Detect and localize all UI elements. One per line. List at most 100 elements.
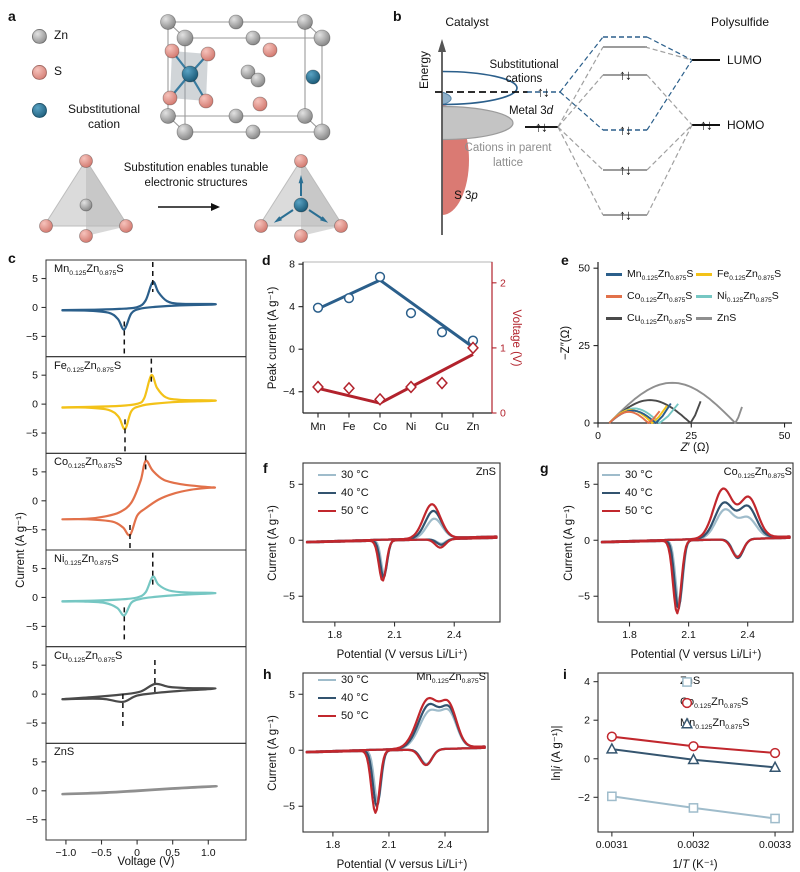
svg-text:0.5: 0.5 xyxy=(165,847,180,859)
svg-text:0: 0 xyxy=(584,535,590,547)
svg-text:−5: −5 xyxy=(283,801,295,813)
svg-text:8: 8 xyxy=(289,259,295,271)
peak-current-chart: 8 4 0 −4 0 1 2 Mn Fe Co Ni Cu Zn xyxy=(283,259,506,433)
svg-text:↑↓: ↑↓ xyxy=(619,67,631,83)
svg-text:0: 0 xyxy=(289,535,295,547)
series-label: Co0.125Zn0.875S xyxy=(723,466,792,481)
substitutional-cations-label: Substitutional cations xyxy=(489,59,559,86)
panel-d-letter: d xyxy=(262,252,271,268)
svg-text:5: 5 xyxy=(32,370,38,382)
svg-text:5: 5 xyxy=(584,479,590,491)
legend-label: 30 °C xyxy=(341,674,369,686)
legend-item: ZnS xyxy=(696,312,736,324)
svg-text:−5: −5 xyxy=(283,591,295,603)
svg-text:50: 50 xyxy=(779,430,791,442)
d-right-axis-label: Voltage (V) xyxy=(510,309,522,367)
svg-text:2.1: 2.1 xyxy=(681,629,696,641)
svg-text:0: 0 xyxy=(32,495,38,507)
legend-item: 50 °C xyxy=(602,505,653,517)
svg-text:5: 5 xyxy=(32,756,38,768)
svg-text:1.0: 1.0 xyxy=(201,847,216,859)
svg-text:25: 25 xyxy=(578,340,590,352)
circle-marker-icon xyxy=(681,697,693,709)
svg-text:0: 0 xyxy=(289,745,295,757)
legend-item: 40 °C xyxy=(318,487,369,499)
cv-temperature-chart: 5 0 −5 1.8 2.1 2.4 xyxy=(578,462,794,641)
legend-item: 30 °C xyxy=(318,674,369,686)
legend-swatch xyxy=(606,272,622,276)
svg-text:5: 5 xyxy=(289,479,295,491)
series-label: Co0.125Zn0.875S xyxy=(54,456,123,471)
svg-text:0: 0 xyxy=(32,785,38,797)
legend-item: S xyxy=(32,64,154,80)
e-x-axis-label: Z′ (Ω) xyxy=(680,442,710,454)
f-x-axis-label: Potential (V versus Li/Li⁺) xyxy=(336,649,468,661)
arrhenius-chart: 4 2 0 −2 0.0031 0.0032 0.0033 xyxy=(578,672,794,851)
cv-stack-chart: 5 0 −5 5 0 −5 5 0 −5 5 0 −5 5 0 −5 5 0 −5 −1.0 −0.5 0 0.5 1.0 xyxy=(26,259,247,859)
atom-legend-swatch xyxy=(32,29,47,44)
svg-text:5: 5 xyxy=(32,466,38,478)
legend-item: Co0.125Zn0.875S xyxy=(680,696,748,710)
legend-swatch xyxy=(606,316,622,320)
svg-text:−5: −5 xyxy=(578,591,590,603)
cv-temperature-chart: 5 0 −5 1.8 2.1 2.4 xyxy=(283,462,501,641)
lumo-label: LUMO xyxy=(727,53,762,67)
legend-swatch xyxy=(318,509,336,513)
legend-item: 30 °C xyxy=(602,469,653,481)
svg-text:Cu: Cu xyxy=(435,421,449,433)
legend-label: 30 °C xyxy=(625,469,653,481)
series-label: Mn0.125Zn0.875S xyxy=(416,671,486,686)
svg-text:4: 4 xyxy=(289,301,295,313)
panel-b-letter: b xyxy=(393,8,402,24)
series-label: Fe0.125Zn0.875S xyxy=(54,359,122,374)
svg-text:−4: −4 xyxy=(283,386,295,398)
svg-text:−5: −5 xyxy=(26,428,38,440)
crystal-structure-drawing xyxy=(39,14,348,243)
panel-c-letter: c xyxy=(8,250,16,266)
panel-e-letter: e xyxy=(561,252,569,268)
legend-item: 50 °C xyxy=(318,505,369,517)
panel-c: c Current (A g⁻¹) Voltage (V) 5 0 −5 5 0 −5 5 0… xyxy=(8,248,256,872)
svg-text:−5: −5 xyxy=(26,814,38,826)
series-label: Ni0.125Zn0.875S xyxy=(54,553,119,568)
svg-text:↑↓: ↑↓ xyxy=(535,119,547,135)
legend-swatch xyxy=(318,696,336,700)
legend-label: 50 °C xyxy=(341,505,369,517)
legend-item: Zn xyxy=(32,28,154,44)
legend-item: 40 °C xyxy=(602,487,653,499)
catalyst-title: Catalyst xyxy=(445,15,489,29)
legend-item: Mn0.125Zn0.875S xyxy=(606,268,693,282)
polysulfide-title: Polysulfide xyxy=(710,15,770,29)
atom-legend-swatch xyxy=(32,103,47,118)
svg-text:0: 0 xyxy=(134,847,140,859)
svg-text:Fe: Fe xyxy=(343,421,356,433)
svg-text:1.8: 1.8 xyxy=(622,629,637,641)
triangle-marker-icon xyxy=(680,717,694,729)
svg-text:0: 0 xyxy=(500,408,506,420)
legend-label: 40 °C xyxy=(625,487,653,499)
legend-swatch xyxy=(318,714,336,718)
legend-label: S xyxy=(54,64,63,78)
homo-label: HOMO xyxy=(727,118,765,132)
d-left-axis-label: Peak current (A g⁻¹) xyxy=(267,286,279,390)
legend-label: Fe0.125Zn0.875S xyxy=(717,268,782,283)
energy-axis-label: Energy xyxy=(417,50,431,90)
legend-label: 50 °C xyxy=(625,505,653,517)
svg-text:↑↓: ↑↓ xyxy=(619,162,631,178)
svg-text:5: 5 xyxy=(32,660,38,672)
metal-3d-label: Metal 3d xyxy=(508,105,554,117)
svg-text:2: 2 xyxy=(584,715,590,727)
svg-text:−5: −5 xyxy=(26,621,38,633)
svg-text:0.0031: 0.0031 xyxy=(596,839,628,851)
svg-text:Co: Co xyxy=(373,421,387,433)
parent-lattice-label: Cations in parent lattice xyxy=(464,142,552,169)
legend-item: Mn0.125Zn0.875S xyxy=(680,717,750,731)
series-label: Cu0.125Zn0.875S xyxy=(54,649,123,664)
s3p-label: S 3p xyxy=(454,190,478,202)
legend-label: Zn xyxy=(54,28,69,42)
svg-text:−5: −5 xyxy=(26,524,38,536)
legend-item: Substitutional cation xyxy=(32,102,154,132)
svg-text:−1.0: −1.0 xyxy=(56,847,77,859)
legend-swatch xyxy=(602,509,620,513)
f-y-axis-label: Current (A g⁻¹) xyxy=(267,505,279,581)
